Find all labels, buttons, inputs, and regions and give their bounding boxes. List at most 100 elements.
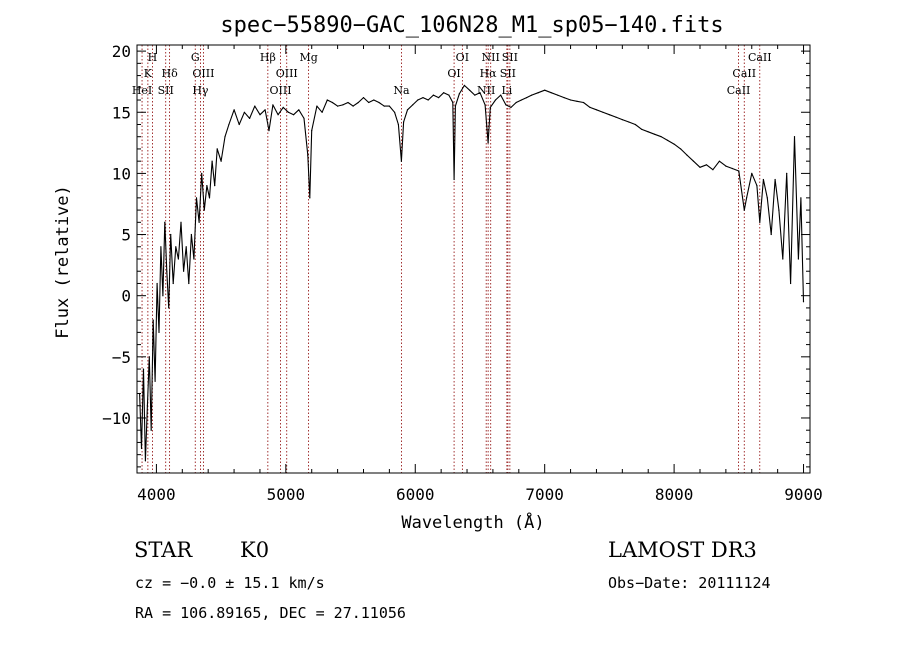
data-point (615, 116, 617, 118)
data-point (378, 101, 380, 104)
data-point (654, 133, 656, 135)
data-point (725, 165, 727, 167)
data-point (628, 121, 630, 123)
data-point (660, 136, 662, 138)
data-point (148, 356, 150, 358)
reference-line-label: SII (158, 84, 174, 97)
data-point (287, 111, 289, 113)
data-point (608, 114, 611, 116)
reference-line-label: H (148, 51, 158, 64)
data-point (432, 94, 434, 96)
reference-line-label: Hδ (162, 67, 179, 80)
data-point (443, 92, 445, 94)
data-point (233, 109, 235, 111)
data-point (731, 167, 733, 170)
data-point (168, 307, 170, 309)
data-point (347, 101, 349, 104)
data-point (487, 142, 489, 144)
data-point (150, 429, 152, 431)
data-point (373, 99, 375, 101)
data-point (412, 104, 414, 106)
data-point (208, 197, 211, 199)
reference-line-label: CaII (732, 67, 756, 80)
data-point (400, 160, 402, 162)
data-point (515, 101, 517, 104)
data-point (479, 92, 481, 94)
data-point (510, 106, 512, 108)
data-point (647, 131, 649, 133)
obs-date: Obs−Date: 20111124 (608, 574, 771, 592)
data-point (458, 93, 460, 95)
reference-line-label: K (144, 67, 153, 80)
data-point (422, 97, 424, 99)
data-point (786, 172, 788, 174)
y-tick-label: 15 (112, 103, 131, 122)
data-point (203, 209, 205, 211)
reference-line-label: NII (482, 51, 500, 64)
data-point (316, 105, 318, 107)
data-point (277, 114, 279, 116)
data-point (469, 89, 471, 91)
data-point (550, 92, 552, 94)
data-point (782, 258, 784, 260)
data-point (268, 130, 270, 132)
data-point (699, 166, 701, 168)
reference-line-label: OIII (192, 67, 214, 80)
data-point (166, 270, 168, 272)
data-point (454, 105, 456, 107)
data-point (589, 106, 591, 108)
data-point (582, 101, 585, 104)
series-layer (139, 84, 805, 462)
data-point (762, 178, 765, 181)
redshift-cz: cz = −0.0 ± 15.1 km/s (135, 574, 325, 592)
data-point (331, 101, 333, 104)
data-point (746, 197, 748, 199)
data-point (193, 258, 195, 260)
data-point (311, 130, 313, 132)
data-point (602, 111, 604, 113)
reference-line-label: CaII (748, 51, 772, 64)
data-point (797, 258, 800, 260)
x-tick-label: 6000 (396, 485, 435, 504)
data-point (557, 94, 559, 96)
data-point (774, 178, 776, 181)
data-point (743, 209, 745, 211)
reference-line-label: NII (477, 84, 495, 97)
reference-line-label: OI (447, 67, 460, 80)
data-point (249, 117, 251, 119)
data-point (474, 94, 476, 96)
data-point (738, 170, 740, 172)
reference-line-label: Hβ (260, 51, 276, 64)
y-tick-label: 20 (112, 42, 131, 61)
data-point (563, 97, 565, 99)
data-point (140, 447, 143, 450)
data-point (383, 105, 385, 107)
data-point (195, 197, 198, 199)
data-point (634, 123, 636, 126)
data-point (272, 104, 274, 106)
data-point (770, 233, 772, 236)
data-point (537, 92, 539, 94)
data-point (463, 84, 465, 86)
data-point (802, 301, 805, 303)
data-point (766, 197, 768, 199)
y-tick-label: 10 (112, 164, 131, 183)
series-flux (139, 84, 805, 462)
data-point (448, 94, 450, 96)
data-point (790, 282, 792, 285)
data-point (759, 221, 761, 223)
data-point (307, 154, 309, 156)
data-point (180, 221, 182, 223)
data-point (206, 185, 208, 187)
data-point (718, 160, 721, 162)
data-point (406, 109, 409, 111)
data-point (673, 143, 675, 145)
data-point (500, 94, 502, 96)
data-point (264, 109, 266, 111)
data-point (172, 282, 174, 285)
data-point (228, 123, 230, 126)
data-point (190, 233, 192, 236)
y-axis-label: Flux (relative) (53, 185, 73, 339)
data-point (427, 99, 429, 101)
data-point (158, 331, 160, 333)
